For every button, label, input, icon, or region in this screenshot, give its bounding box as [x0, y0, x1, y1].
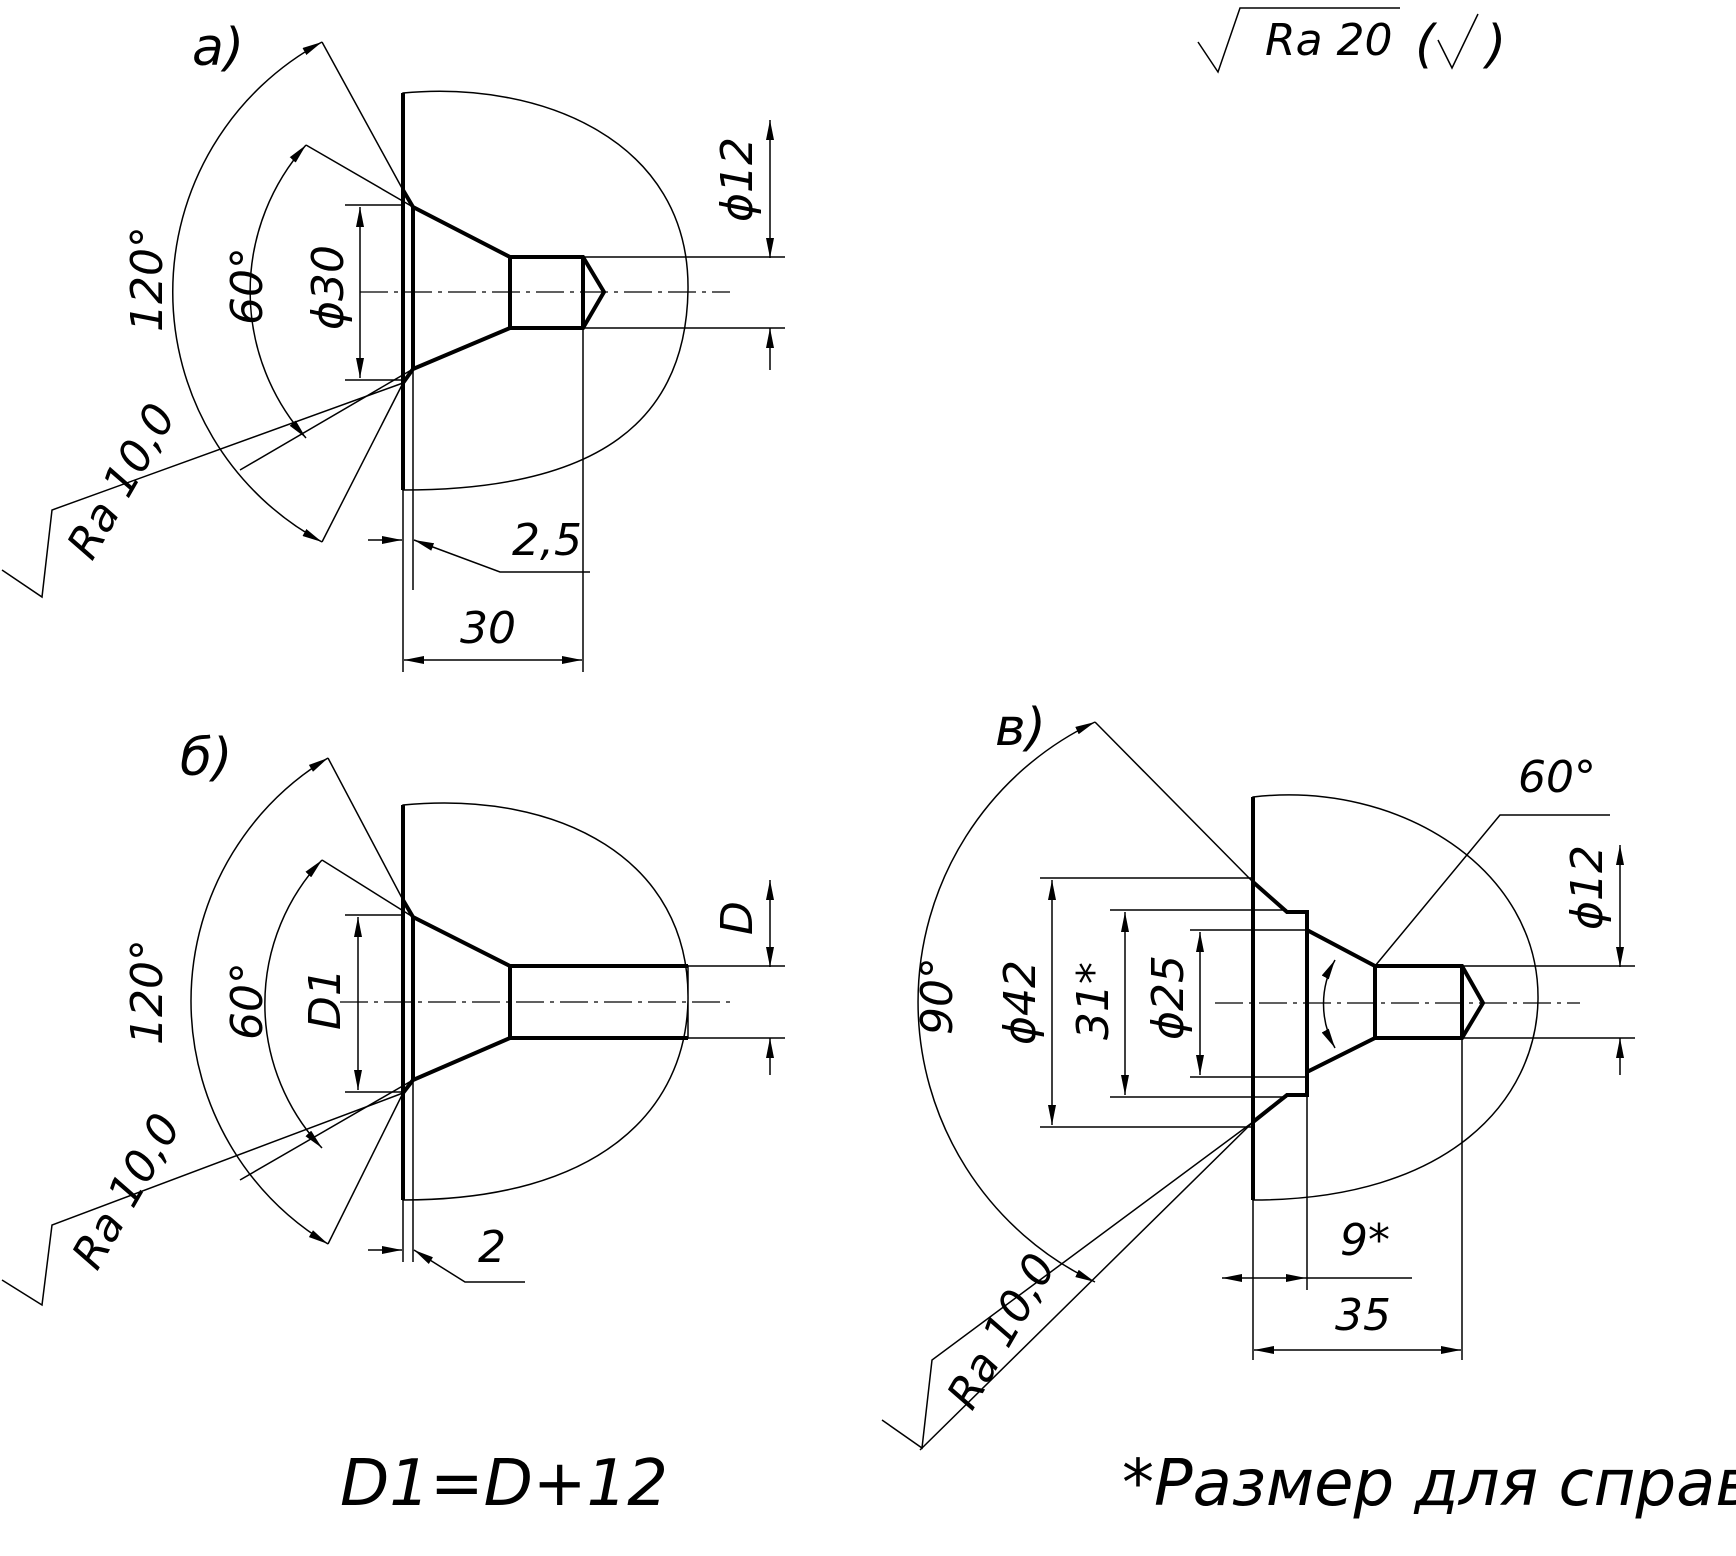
ext-line	[239, 368, 414, 471]
angle-inner-b: 60°	[222, 962, 273, 1040]
dim-arc-90-c	[917, 721, 1096, 1283]
dia-bore-b: D	[712, 901, 763, 935]
general-roughness: Ra 20 ( )	[1197, 7, 1506, 75]
dim-arc-60-b	[264, 859, 323, 1149]
roughness-symbol-c	[881, 1121, 1254, 1450]
dia-outer-c: ϕ42	[995, 960, 1046, 1045]
angle-inner-c: 60°	[1518, 752, 1596, 803]
dia-bore-a: ϕ12	[712, 137, 763, 222]
general-roughness-paren-close: )	[1482, 15, 1506, 75]
angle-outer-a: 120°	[122, 226, 173, 332]
dia-counter-b: D1	[300, 968, 351, 1030]
ext-line	[321, 859, 414, 918]
label-c: в)	[995, 698, 1046, 758]
roughness-check-small-icon	[1437, 13, 1479, 70]
dim-leader	[413, 1249, 525, 1283]
dia-counter-a: ϕ30	[303, 245, 354, 330]
dim-arc-120-b	[190, 757, 329, 1245]
ext-line	[919, 1121, 1254, 1451]
ext-line	[321, 382, 404, 543]
angle-inner-a: 60°	[222, 247, 273, 325]
depth-step-b: 2	[478, 1222, 506, 1273]
formula-note: D1=D+12	[340, 1447, 668, 1521]
view-b: 120° 60° D1 D Ra 10,0 2 б)	[1, 728, 785, 1307]
dia-ref-c: 31*	[1068, 962, 1119, 1040]
ext-line	[327, 757, 404, 901]
label-b: б)	[180, 728, 232, 788]
dim-leader	[413, 539, 590, 573]
ext-line	[305, 144, 414, 208]
general-roughness-value: Ra 20	[1265, 15, 1393, 66]
dia-counter-c: ϕ25	[1143, 955, 1194, 1040]
ext-line	[327, 1092, 404, 1245]
dia-bore-c: ϕ12	[1562, 845, 1613, 930]
roughness-symbol-b	[1, 1092, 404, 1307]
section-hatch-c	[1252, 794, 1539, 1201]
depth-total-a: 30	[460, 603, 516, 654]
general-roughness-paren-open: (	[1415, 15, 1438, 75]
dim-leader	[1374, 814, 1610, 967]
ext-line	[1094, 721, 1254, 883]
view-a: 120° 60° ϕ30 ϕ12 Ra 10,0 2,5 30 а)	[1, 18, 785, 672]
roughness-a: Ra 10,0	[57, 395, 186, 567]
angle-outer-b: 120°	[122, 939, 173, 1045]
roughness-c: Ra 10,0	[937, 1245, 1066, 1417]
depth-step-a: 2,5	[512, 515, 582, 566]
reference-note: *Размер для справок	[1122, 1447, 1736, 1521]
angle-outer-c: 90°	[912, 957, 963, 1035]
label-a: а)	[192, 18, 244, 78]
view-c: 90° 60° ϕ42 31* ϕ25 ϕ12 Ra 10,0	[881, 698, 1635, 1451]
dim-arc-60-a	[249, 144, 307, 439]
depth-total-c: 35	[1335, 1290, 1391, 1341]
roughness-b: Ra 10,0	[62, 1105, 191, 1277]
roughness-symbol-a	[1, 382, 404, 599]
part-contour-c	[1251, 797, 1486, 1200]
ext-line	[239, 1079, 414, 1181]
roughness-check-icon	[1197, 7, 1400, 74]
section-hatch-a	[402, 90, 689, 491]
dim-arc-60-c	[1321, 959, 1336, 1049]
depth-ref-c: 9*	[1340, 1215, 1390, 1266]
dim-arc-120-a	[171, 41, 323, 543]
ext-line	[321, 41, 404, 191]
